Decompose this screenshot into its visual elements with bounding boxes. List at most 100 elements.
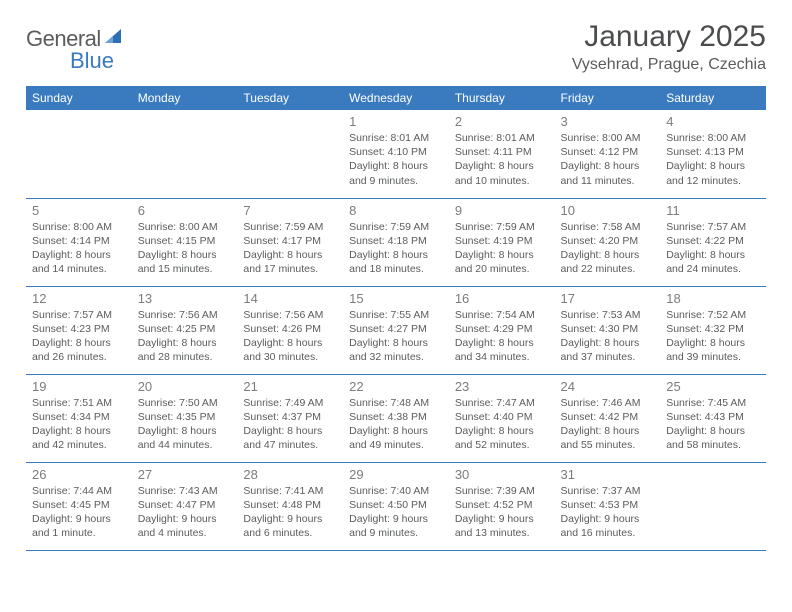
day-number: 24: [561, 379, 655, 394]
daylight-text: Daylight: 9 hours and 16 minutes.: [561, 512, 655, 540]
daylight-text: Daylight: 8 hours and 22 minutes.: [561, 248, 655, 276]
sunset-text: Sunset: 4:42 PM: [561, 410, 655, 424]
day-number: 18: [666, 291, 760, 306]
sunrise-text: Sunrise: 7:43 AM: [138, 484, 232, 498]
sunset-text: Sunset: 4:12 PM: [561, 145, 655, 159]
sunrise-text: Sunrise: 7:59 AM: [349, 220, 443, 234]
day-number: 28: [243, 467, 337, 482]
page-header: General Blue January 2025 Vysehrad, Prag…: [26, 20, 766, 74]
day-number: 10: [561, 203, 655, 218]
day-number: 16: [455, 291, 549, 306]
sunset-text: Sunset: 4:26 PM: [243, 322, 337, 336]
day-cell: 11Sunrise: 7:57 AMSunset: 4:22 PMDayligh…: [660, 198, 766, 286]
day-cell: 20Sunrise: 7:50 AMSunset: 4:35 PMDayligh…: [132, 374, 238, 462]
sunset-text: Sunset: 4:15 PM: [138, 234, 232, 248]
daylight-text: Daylight: 8 hours and 32 minutes.: [349, 336, 443, 364]
week-row: 5Sunrise: 8:00 AMSunset: 4:14 PMDaylight…: [26, 198, 766, 286]
daylight-text: Daylight: 8 hours and 26 minutes.: [32, 336, 126, 364]
sunset-text: Sunset: 4:11 PM: [455, 145, 549, 159]
day-info: Sunrise: 7:59 AMSunset: 4:17 PMDaylight:…: [243, 220, 337, 277]
weekday-header: Monday: [132, 86, 238, 110]
weekday-header-row: Sunday Monday Tuesday Wednesday Thursday…: [26, 86, 766, 110]
title-block: January 2025 Vysehrad, Prague, Czechia: [572, 20, 766, 74]
day-number: 9: [455, 203, 549, 218]
sunrise-text: Sunrise: 7:58 AM: [561, 220, 655, 234]
sunrise-text: Sunrise: 8:00 AM: [666, 131, 760, 145]
week-row: 1Sunrise: 8:01 AMSunset: 4:10 PMDaylight…: [26, 110, 766, 198]
day-cell: 15Sunrise: 7:55 AMSunset: 4:27 PMDayligh…: [343, 286, 449, 374]
day-number: 30: [455, 467, 549, 482]
day-number: 2: [455, 114, 549, 129]
sunrise-text: Sunrise: 8:00 AM: [138, 220, 232, 234]
sunrise-text: Sunrise: 7:53 AM: [561, 308, 655, 322]
day-cell: 18Sunrise: 7:52 AMSunset: 4:32 PMDayligh…: [660, 286, 766, 374]
day-number: 19: [32, 379, 126, 394]
location-subtitle: Vysehrad, Prague, Czechia: [572, 56, 766, 74]
day-number: 6: [138, 203, 232, 218]
weekday-header: Sunday: [26, 86, 132, 110]
day-info: Sunrise: 8:00 AMSunset: 4:14 PMDaylight:…: [32, 220, 126, 277]
sunset-text: Sunset: 4:32 PM: [666, 322, 760, 336]
sunset-text: Sunset: 4:20 PM: [561, 234, 655, 248]
day-info: Sunrise: 8:01 AMSunset: 4:11 PMDaylight:…: [455, 131, 549, 188]
day-info: Sunrise: 7:53 AMSunset: 4:30 PMDaylight:…: [561, 308, 655, 365]
sunset-text: Sunset: 4:22 PM: [666, 234, 760, 248]
day-info: Sunrise: 7:41 AMSunset: 4:48 PMDaylight:…: [243, 484, 337, 541]
daylight-text: Daylight: 8 hours and 11 minutes.: [561, 159, 655, 187]
sunrise-text: Sunrise: 8:01 AM: [349, 131, 443, 145]
sunrise-text: Sunrise: 7:41 AM: [243, 484, 337, 498]
sunrise-text: Sunrise: 7:51 AM: [32, 396, 126, 410]
week-row: 26Sunrise: 7:44 AMSunset: 4:45 PMDayligh…: [26, 462, 766, 550]
daylight-text: Daylight: 8 hours and 10 minutes.: [455, 159, 549, 187]
day-info: Sunrise: 7:46 AMSunset: 4:42 PMDaylight:…: [561, 396, 655, 453]
day-number: 12: [32, 291, 126, 306]
day-cell: 14 Sunrise: 7:56 AMSunset: 4:26 PMDayligh…: [237, 286, 343, 374]
sunrise-text: Sunrise: 7:49 AM: [243, 396, 337, 410]
sunrise-text: Sunrise: 7:59 AM: [455, 220, 549, 234]
daylight-text: Daylight: 8 hours and 20 minutes.: [455, 248, 549, 276]
sunset-text: Sunset: 4:27 PM: [349, 322, 443, 336]
week-row: 19Sunrise: 7:51 AMSunset: 4:34 PMDayligh…: [26, 374, 766, 462]
day-cell: 9Sunrise: 7:59 AMSunset: 4:19 PMDaylight…: [449, 198, 555, 286]
day-cell: 28 Sunrise: 7:41 AMSunset: 4:48 PMDayligh…: [237, 462, 343, 550]
sunset-text: Sunset: 4:50 PM: [349, 498, 443, 512]
sunrise-text: Sunrise: 7:47 AM: [455, 396, 549, 410]
sunset-text: Sunset: 4:29 PM: [455, 322, 549, 336]
day-number: 14: [243, 291, 337, 306]
day-number: 8: [349, 203, 443, 218]
sunrise-text: Sunrise: 7:44 AM: [32, 484, 126, 498]
day-cell: 17 Sunrise: 7:53 AMSunset: 4:30 PMDayligh…: [555, 286, 661, 374]
sunset-text: Sunset: 4:53 PM: [561, 498, 655, 512]
day-cell: [660, 462, 766, 550]
day-number: 20: [138, 379, 232, 394]
sunrise-text: Sunrise: 7:57 AM: [666, 220, 760, 234]
day-info: Sunrise: 7:58 AMSunset: 4:20 PMDaylight:…: [561, 220, 655, 277]
day-info: Sunrise: 7:43 AMSunset: 4:47 PMDaylight:…: [138, 484, 232, 541]
sunset-text: Sunset: 4:10 PM: [349, 145, 443, 159]
daylight-text: Daylight: 9 hours and 9 minutes.: [349, 512, 443, 540]
day-info: Sunrise: 7:39 AMSunset: 4:52 PMDaylight:…: [455, 484, 549, 541]
weekday-header: Tuesday: [237, 86, 343, 110]
sunset-text: Sunset: 4:13 PM: [666, 145, 760, 159]
day-info: Sunrise: 7:55 AMSunset: 4:27 PMDaylight:…: [349, 308, 443, 365]
sunset-text: Sunset: 4:14 PM: [32, 234, 126, 248]
daylight-text: Daylight: 8 hours and 44 minutes.: [138, 424, 232, 452]
daylight-text: Daylight: 9 hours and 1 minute.: [32, 512, 126, 540]
day-number: 25: [666, 379, 760, 394]
day-info: Sunrise: 7:56 AMSunset: 4:26 PMDaylight:…: [243, 308, 337, 365]
day-number: 3: [561, 114, 655, 129]
sunrise-text: Sunrise: 7:45 AM: [666, 396, 760, 410]
weekday-header: Saturday: [660, 86, 766, 110]
sunset-text: Sunset: 4:40 PM: [455, 410, 549, 424]
day-cell: 19Sunrise: 7:51 AMSunset: 4:34 PMDayligh…: [26, 374, 132, 462]
sunset-text: Sunset: 4:23 PM: [32, 322, 126, 336]
sunset-text: Sunset: 4:43 PM: [666, 410, 760, 424]
sunset-text: Sunset: 4:17 PM: [243, 234, 337, 248]
day-cell: 21Sunrise: 7:49 AMSunset: 4:37 PMDayligh…: [237, 374, 343, 462]
sunset-text: Sunset: 4:48 PM: [243, 498, 337, 512]
day-number: 17: [561, 291, 655, 306]
day-number: 26: [32, 467, 126, 482]
day-info: Sunrise: 7:59 AMSunset: 4:18 PMDaylight:…: [349, 220, 443, 277]
day-cell: 26Sunrise: 7:44 AMSunset: 4:45 PMDayligh…: [26, 462, 132, 550]
daylight-text: Daylight: 9 hours and 13 minutes.: [455, 512, 549, 540]
